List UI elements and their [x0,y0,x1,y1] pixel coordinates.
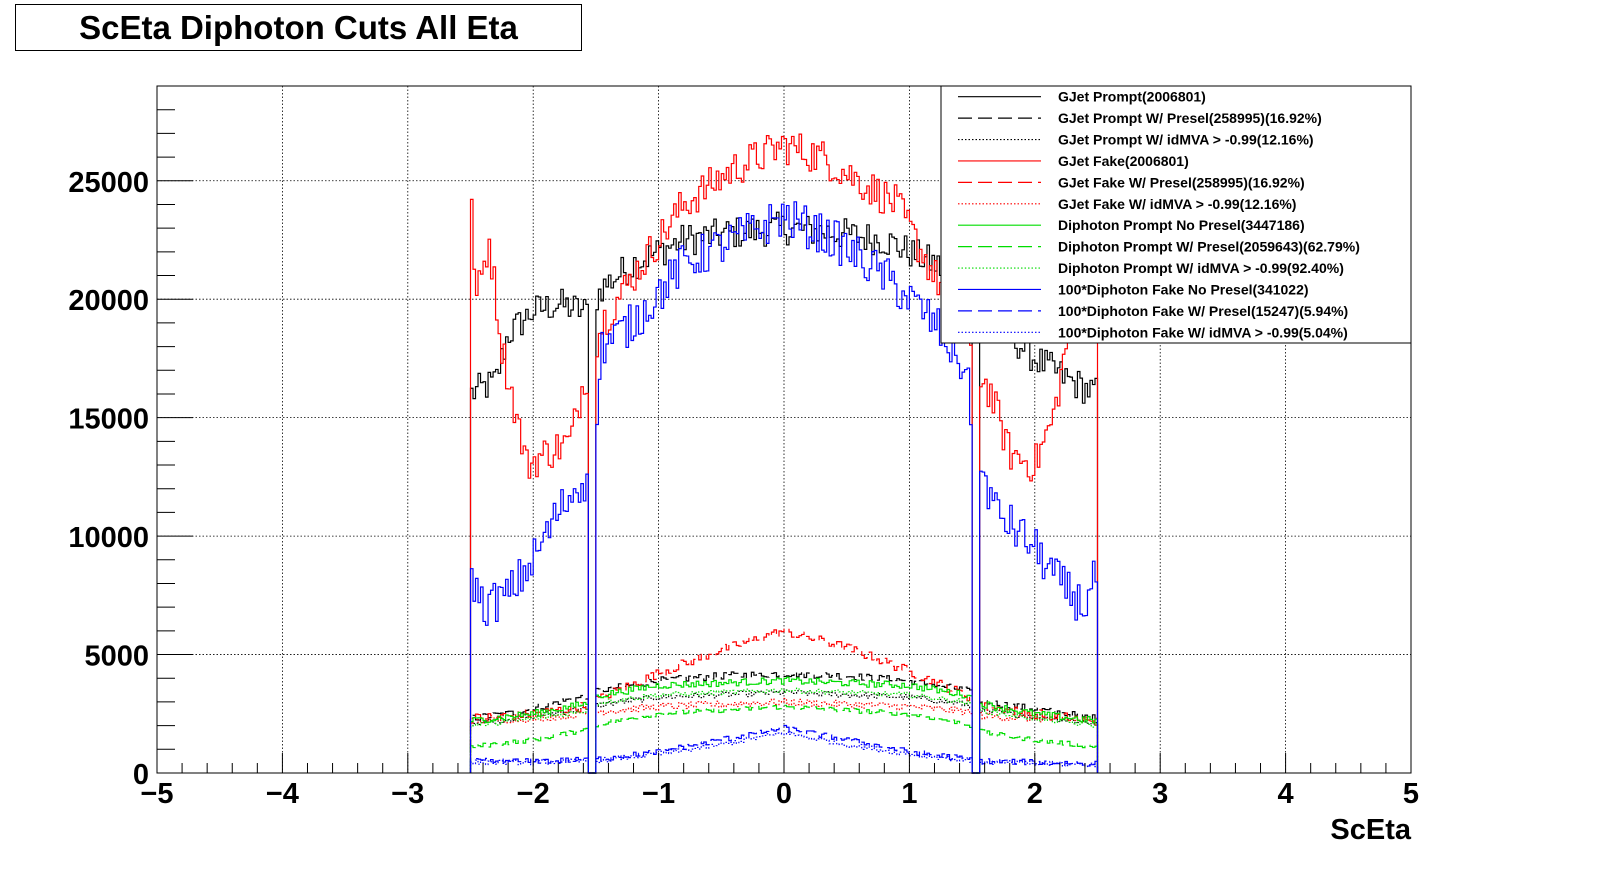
series-line-3 [469,689,1099,774]
x-tick-label: 3 [1152,778,1168,810]
x-tick-label: 4 [1278,778,1294,810]
x-tick-label: −5 [140,778,173,810]
axis-tick-labels: −5 −4 −3 −2 −1 0 1 2 3 4 5 0 5000 10000 15000 20000 2500… [68,167,1419,810]
legend-entry-label: GJet Prompt W/ idMVA > -0.99(12.16%) [1058,132,1314,148]
axis-ticks [156,85,1412,774]
series-line-7 [469,676,1099,774]
legend-entry-label: GJet Prompt(2006801) [1058,89,1206,105]
x-tick-label: 2 [1027,778,1043,810]
chart-title-box: ScEta Diphoton Cuts All Eta [15,4,582,51]
series-line-8 [469,704,1099,774]
x-tick-label: −1 [642,778,675,810]
legend-entry-label: Diphoton Prompt W/ Presel(2059643)(62.79… [1058,239,1360,255]
series-line-11 [469,724,1099,774]
series-line-6 [469,697,1099,774]
legend-entry-label: GJet Fake W/ Presel(258995)(16.92%) [1058,174,1305,190]
legend-entry-label: Diphoton Prompt No Presel(3447186) [1058,217,1305,233]
y-tick-label: 25000 [68,167,149,199]
y-tick-label: 5000 [84,641,149,673]
series-line-12 [469,731,1099,774]
x-tick-label: −3 [391,778,424,810]
legend-entry-label: GJet Prompt W/ Presel(258995)(16.92%) [1058,110,1322,126]
chart-title: ScEta Diphoton Cuts All Eta [79,8,518,46]
legend-box [940,85,1412,344]
y-tick-label: 10000 [68,522,149,554]
y-tick-label: 0 [133,759,149,791]
legend-entry-label: Diphoton Prompt W/ idMVA > -0.99(92.40%) [1058,260,1344,276]
series-line-4 [469,133,1099,774]
legend-entry-label: GJet Fake(2006801) [1058,153,1189,169]
y-tick-label: 15000 [68,404,149,436]
series-line-10 [469,201,1099,774]
series-line-9 [469,687,1099,774]
y-tick-label: 20000 [68,285,149,317]
legend-entry-label: GJet Fake W/ idMVA > -0.99(12.16%) [1058,196,1296,212]
x-tick-label: 1 [901,778,917,810]
x-tick-label: 5 [1403,778,1419,810]
x-tick-label: 0 [776,778,792,810]
legend: GJet Prompt(2006801) GJet Prompt W/ Prese… [940,85,1412,344]
x-tick-label: −2 [517,778,550,810]
legend-entry-label: 100*Diphoton Fake No Presel(341022) [1058,281,1309,297]
x-tick-label: −4 [266,778,299,810]
legend-entry-label: 100*Diphoton Fake W/ Presel(15247)(5.94%… [1058,303,1348,319]
legend-entry-label: 100*Diphoton Fake W/ idMVA > -0.99(5.04%… [1058,324,1348,340]
x-axis-label: ScEta [1330,814,1411,846]
